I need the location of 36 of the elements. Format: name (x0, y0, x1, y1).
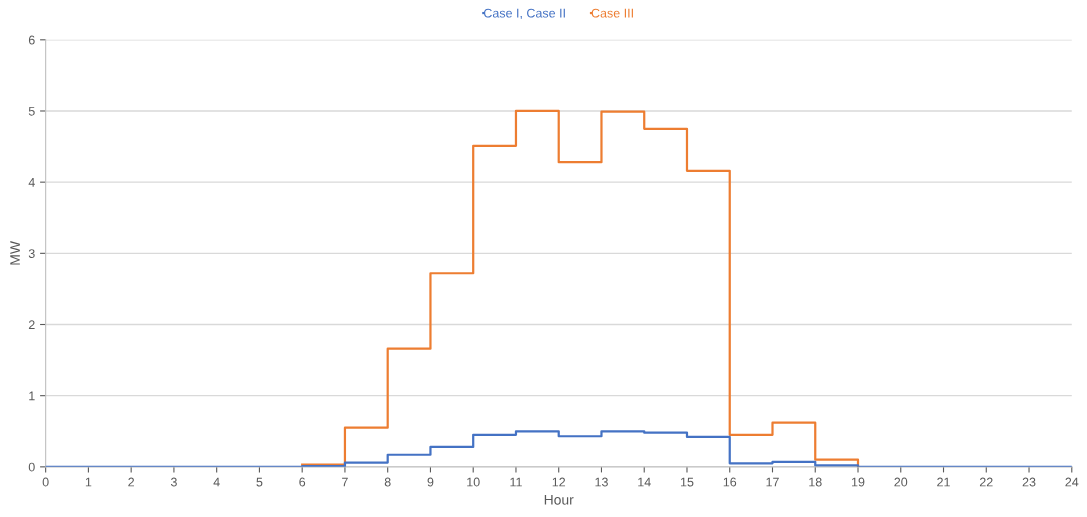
x-tick-label: 0 (42, 477, 49, 487)
y-tick-label: 0 (28, 462, 35, 472)
x-tick-label: 9 (427, 477, 434, 487)
x-tick-label: 17 (766, 477, 779, 487)
x-tick-label: 11 (510, 477, 522, 487)
x-tick-label: 24 (1065, 477, 1079, 487)
x-tick-label: 22 (979, 477, 993, 487)
x-tick-label: 21 (937, 477, 950, 487)
x-tick-label: 16 (723, 477, 737, 487)
legend-label: Case I, Case II (483, 8, 565, 20)
x-tick-label: 4 (213, 477, 220, 487)
x-tick-label: 8 (384, 477, 391, 487)
x-tick-label: 23 (1022, 477, 1036, 487)
y-tick-label: 6 (28, 35, 35, 45)
x-tick-label: 18 (809, 477, 822, 487)
y-tick-label: 1 (29, 391, 35, 401)
x-tick-label: 6 (299, 477, 306, 487)
y-tick-label: 5 (28, 106, 35, 116)
x-tick-label: 19 (852, 477, 865, 487)
x-axis-title: Hour (544, 494, 574, 505)
legend-label: Case III (591, 8, 633, 18)
x-tick-label: 13 (595, 477, 608, 487)
x-tick-label: 3 (170, 477, 177, 487)
x-tick-label: 15 (680, 477, 694, 487)
x-tick-label: 7 (342, 477, 348, 487)
x-tick-label: 1 (85, 477, 92, 487)
y-tick-label: 3 (28, 249, 35, 258)
x-tick-label: 12 (552, 477, 566, 487)
x-tick-label: 2 (128, 477, 135, 487)
y-tick-label: 2 (28, 320, 35, 330)
x-tick-label: 10 (467, 477, 480, 487)
x-tick-label: 14 (638, 477, 651, 487)
y-tick-label: 4 (28, 178, 35, 187)
x-tick-label: 20 (894, 477, 908, 487)
x-tick-label: 5 (256, 477, 263, 487)
y-axis-title: MW (10, 241, 20, 265)
